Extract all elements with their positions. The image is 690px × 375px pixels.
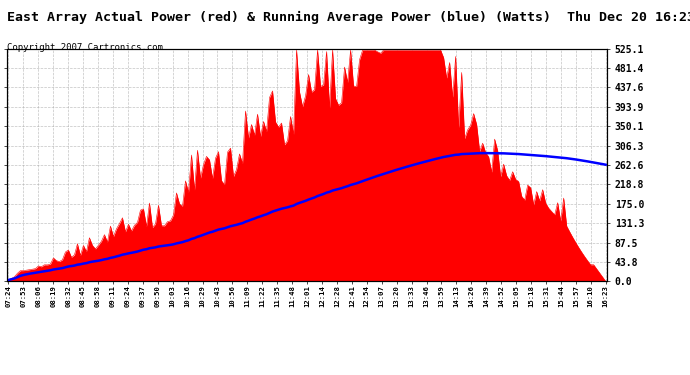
Text: Copyright 2007 Cartronics.com: Copyright 2007 Cartronics.com (7, 43, 163, 52)
Text: East Array Actual Power (red) & Running Average Power (blue) (Watts)  Thu Dec 20: East Array Actual Power (red) & Running … (7, 11, 690, 24)
